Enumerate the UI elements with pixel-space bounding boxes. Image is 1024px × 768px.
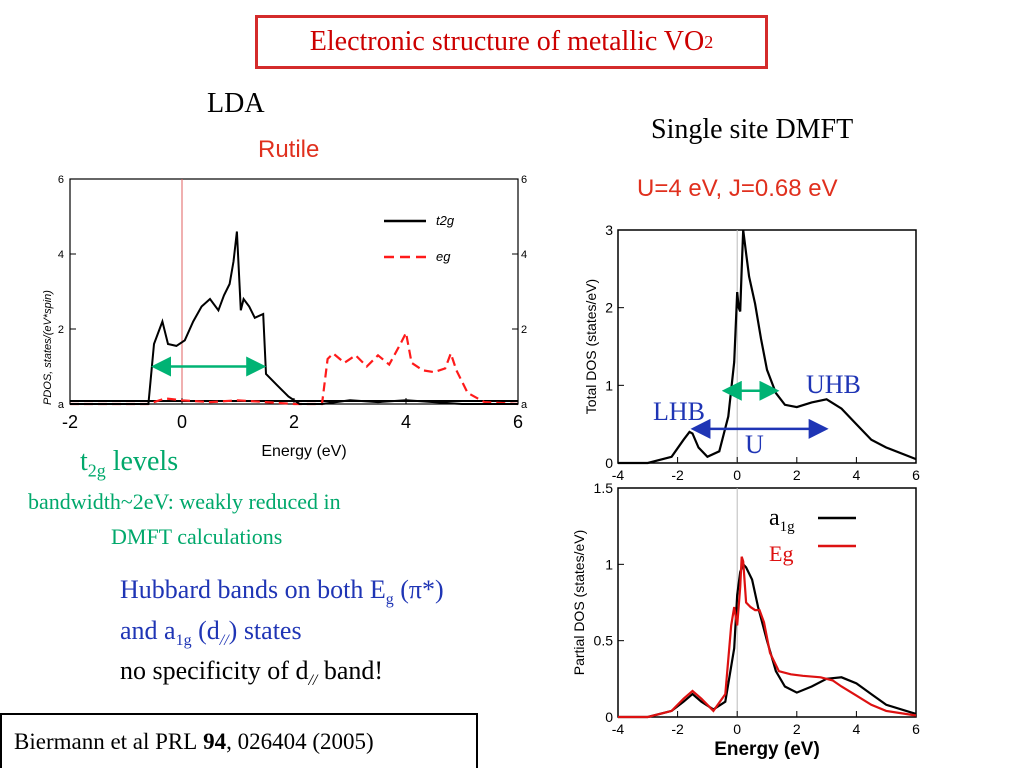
total-x-tick-label: -2 (671, 467, 684, 483)
bandwidth-line-1: bandwidth~2eV: weakly reduced in (28, 489, 341, 514)
partial-dos-chart: -4 -2 0 2 4 6 0 0.5 1 1.5 Partial DOS (states/eV) E… (571, 480, 920, 760)
lda-x-tick-label: 4 (401, 412, 411, 432)
partial-y-tick-label: 0 (605, 709, 613, 725)
params-label: U=4 eV, J=0.68 eV (637, 175, 838, 202)
hubbard-line-1-end: (π*) (393, 575, 444, 604)
total-y-tick-label: 0 (605, 455, 613, 471)
legend-a1g-sub: 1g (779, 518, 795, 535)
t2g-t: t (80, 446, 88, 477)
total-dos-chart: -4 -2 0 2 4 6 0 1 2 3 Total DOS (states/eV) (583, 222, 920, 483)
partial-xlabel: Energy (eV) (714, 739, 820, 760)
hubbard-line-2-end: ) states (228, 616, 302, 645)
partial-x-tick-label: 2 (793, 721, 801, 737)
total-y-tick-label: 3 (605, 222, 613, 238)
hubbard-line-3-end: band! (317, 656, 384, 685)
lda-pdos-chart: PDOS, states/(eV*spin) -2 0 2 4 6a246a246Ene… (42, 174, 528, 460)
reference-box: Biermann et al PRL 94, 026404 (2005) (0, 713, 478, 768)
total-y-tick-label: 1 (605, 377, 613, 393)
partial-x-tick-label: -4 (612, 721, 625, 737)
partial-x-tick-label: -2 (671, 721, 684, 737)
hubbard-line-1-sub: g (385, 591, 394, 609)
hubbard-line-3-start: no specificity of d (120, 656, 309, 685)
eg-series-line (70, 329, 519, 406)
t2g-sub: 2g (87, 460, 106, 481)
legend-a1g-label: a1g (769, 505, 795, 536)
hubbard-line-1-text: Hubbard bands on both E (120, 575, 386, 604)
t2g-rest: levels (105, 446, 179, 477)
lda-x-tick-label: 0 (177, 412, 187, 432)
total-x-tick-label: 0 (733, 467, 741, 483)
total-x-tick-label: 6 (912, 467, 920, 483)
dmft-label: Single site DMFT (651, 114, 854, 145)
slide-title: Electronic structure of metallic VO 2 (255, 15, 768, 69)
lhb-label: LHB (653, 397, 705, 426)
hubbard-line-2: and a1g (d//) states (120, 616, 302, 650)
partial-x-tick-label: 4 (853, 721, 861, 737)
legend-eg-label: Eg (769, 541, 794, 566)
lda-y-tick-label-left: 2 (58, 324, 64, 336)
partial-y-tick-label: 1.5 (594, 480, 614, 496)
lda-y-tick-label-right: 6 (521, 174, 527, 186)
hubbard-line-3-sub: // (308, 672, 318, 690)
hubbard-line-3: no specificity of d// band! (120, 656, 383, 690)
t2g-series-line (70, 231, 518, 405)
uhb-label: UHB (806, 370, 861, 399)
partial-plot-frame (617, 487, 917, 718)
reference-rest: , 026404 (2005) (226, 728, 374, 754)
slide-title-sub: 2 (704, 31, 714, 52)
hubbard-line-1: Hubbard bands on both Eg (π*) (120, 575, 444, 609)
lda-y-tick-label-left: 6 (58, 174, 64, 186)
Eg-series-line (618, 556, 917, 719)
total-y-tick-label: 2 (605, 300, 613, 316)
legend-a1g-text: a (769, 505, 780, 531)
total-x-tick-label: -4 (612, 467, 625, 483)
lda-x-tick-label: 2 (289, 412, 299, 432)
slide-title-text: Electronic structure of metallic VO (309, 26, 705, 57)
hubbard-line-2-sub: 1g (175, 632, 192, 650)
lda-label: LDA (207, 88, 265, 119)
a1g-series-line (618, 562, 917, 719)
hubbard-line-2-mid: (d (191, 616, 220, 645)
rutile-label: Rutile (258, 136, 320, 163)
lda-x-tick-label: -2 (62, 412, 78, 432)
u-label: U (745, 430, 764, 459)
legend-eg-label: eg (436, 249, 451, 264)
total-x-tick-label: 2 (793, 467, 801, 483)
t2g-levels-label: t2g levels (80, 446, 178, 482)
partial-x-tick-label: 6 (912, 721, 920, 737)
lda-x-tick-label: 6 (513, 412, 523, 432)
lda-y-tick-label-right: 2 (521, 324, 527, 336)
lda-y-tick-label-right: a (521, 399, 528, 411)
lda-y-tick-label-left: 4 (58, 249, 64, 261)
legend-t2g-label: t2g (436, 213, 455, 228)
lda-y-tick-label-left: a (58, 399, 65, 411)
total-plot-frame (617, 229, 917, 464)
partial-ylabel: Partial DOS (states/eV) (571, 530, 587, 676)
lda-y-tick-label-right: 4 (521, 249, 527, 261)
lda-xlabel: Energy (eV) (261, 443, 346, 460)
reference-volume: 94 (203, 728, 227, 754)
partial-y-tick-label: 1 (605, 556, 613, 572)
partial-y-tick-label: 0.5 (594, 633, 614, 649)
total-x-tick-label: 4 (853, 467, 861, 483)
bandwidth-line-2: DMFT calculations (111, 524, 283, 549)
hubbard-line-2-sub2: // (219, 632, 229, 650)
partial-x-tick-label: 0 (733, 721, 741, 737)
hubbard-line-2-start: and a (120, 616, 176, 645)
lda-ylabel: PDOS, states/(eV*spin) (42, 290, 54, 405)
total-ylabel-text: Total DOS (states/eV) (583, 279, 599, 414)
reference-text: Biermann et al PRL (14, 728, 198, 754)
